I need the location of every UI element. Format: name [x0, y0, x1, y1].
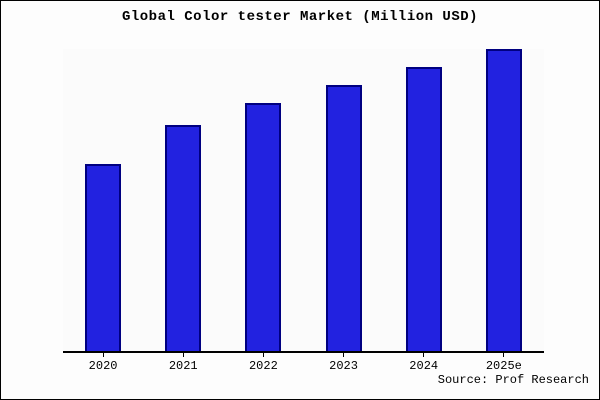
x-label-slot-2025e: 2025e — [484, 353, 524, 373]
bar-2022 — [245, 103, 282, 351]
x-axis-tick — [503, 353, 505, 357]
x-axis-tick — [102, 353, 104, 357]
bar-2025e — [485, 49, 522, 351]
x-axis-labels: 2020 2021 2022 2023 2024 2025e — [63, 353, 544, 373]
bar-slot-2022 — [243, 49, 283, 351]
x-label-slot-2020: 2020 — [83, 353, 123, 373]
x-tick-label-2023: 2023 — [329, 359, 358, 373]
x-label-slot-2022: 2022 — [243, 353, 283, 373]
x-axis-tick — [343, 353, 345, 357]
chart-title: Global Color tester Market (Million USD) — [121, 9, 479, 25]
x-axis-tick — [423, 353, 425, 357]
bar-slot-2020 — [83, 49, 123, 351]
x-axis-tick — [262, 353, 264, 357]
x-tick-label-2020: 2020 — [88, 359, 118, 373]
bar-2023 — [325, 85, 362, 351]
x-label-slot-2023: 2023 — [324, 353, 364, 373]
x-label-slot-2024: 2024 — [404, 353, 444, 373]
x-tick-label-2025e: 2025e — [485, 359, 522, 373]
bar-2020 — [85, 163, 122, 351]
bar-slot-2021 — [163, 49, 203, 351]
bar-series — [63, 49, 544, 351]
x-tick-label-2022: 2022 — [248, 359, 278, 373]
x-tick-label-2021: 2021 — [168, 359, 198, 373]
x-label-slot-2021: 2021 — [163, 353, 203, 373]
bar-slot-2025e — [484, 49, 524, 351]
bar-2024 — [405, 67, 442, 351]
x-tick-label-2024: 2024 — [409, 359, 439, 373]
source-text: Source: Prof Research — [437, 373, 589, 387]
x-axis-tick — [182, 353, 184, 357]
bar-slot-2023 — [324, 49, 364, 351]
bar-slot-2024 — [404, 49, 444, 351]
bar-2021 — [165, 124, 202, 351]
plot-area — [63, 49, 544, 353]
